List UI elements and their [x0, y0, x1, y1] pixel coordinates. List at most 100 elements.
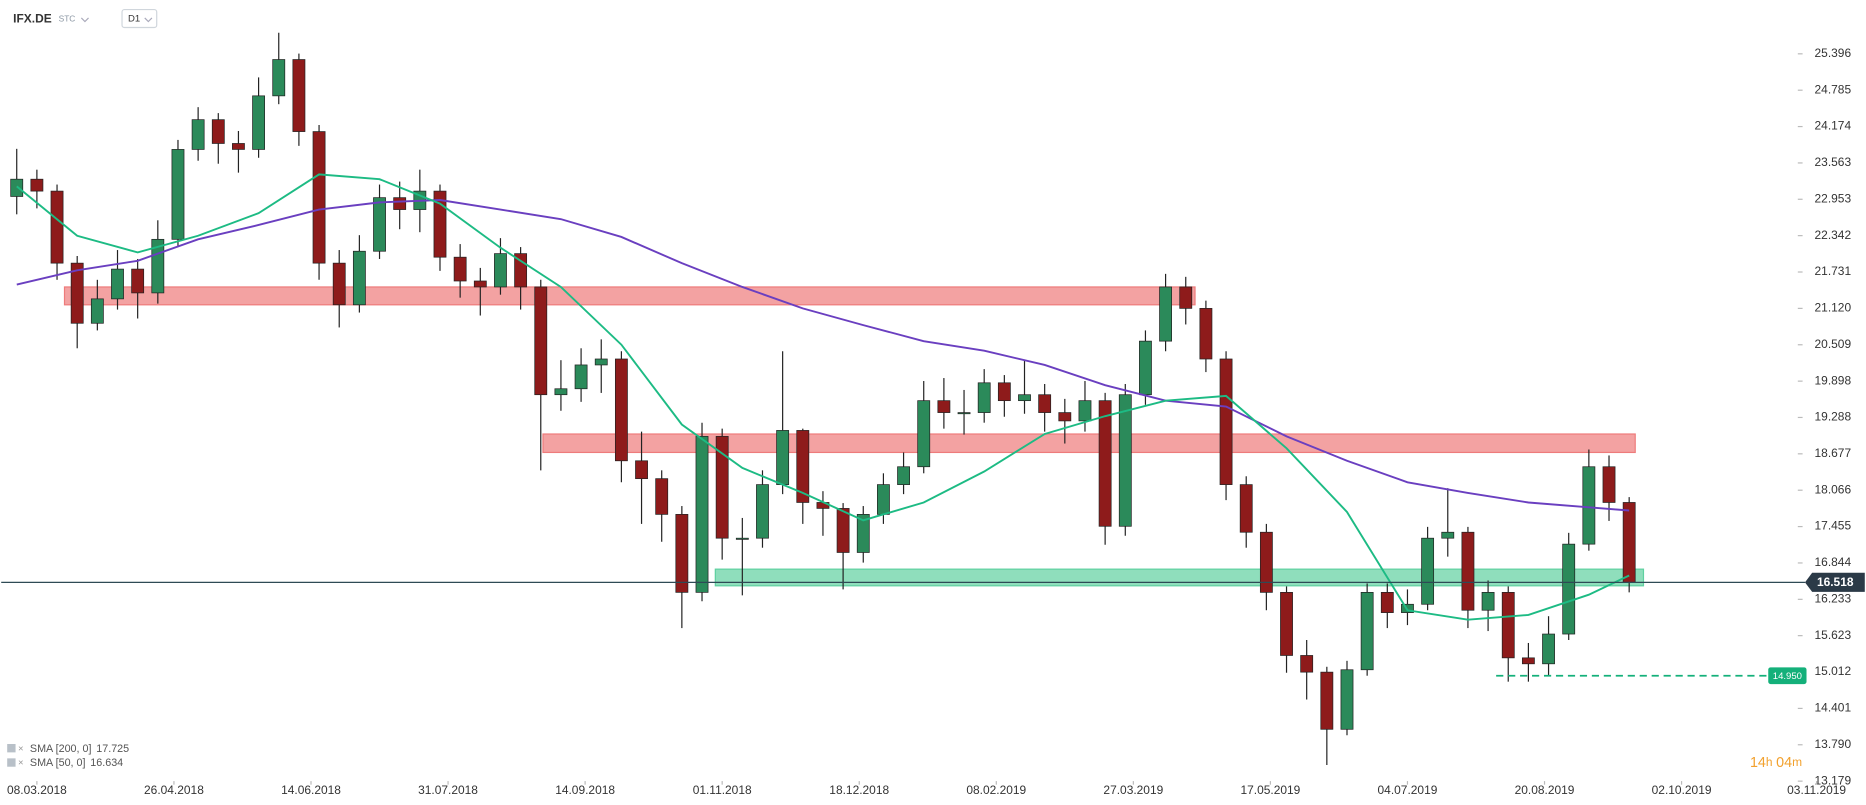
- candle-body: [131, 268, 145, 294]
- last-price-tag: [1804, 572, 1865, 592]
- x-tick-label: 04.07.2019: [1378, 783, 1438, 797]
- y-tick-label: 21.120: [1815, 301, 1852, 315]
- x-tick-label: 18.12.2018: [829, 783, 889, 797]
- legend-entry: SMA [50, 0] 16.634: [30, 757, 123, 769]
- candle-body: [1098, 400, 1112, 527]
- candle-body: [111, 268, 124, 300]
- y-tick-label: 19.288: [1815, 410, 1852, 424]
- candle-body: [191, 119, 205, 150]
- legend-value: 17.725: [96, 743, 129, 755]
- candle-body: [735, 537, 749, 540]
- toolbar: IFX.DE STC D1: [13, 8, 158, 29]
- candle-body: [30, 178, 44, 192]
- candle-body: [312, 131, 326, 264]
- legend-icon: [7, 743, 16, 753]
- candle-body: [715, 436, 729, 539]
- y-tick-label: 18.066: [1815, 482, 1852, 496]
- y-tick-label: 19.898: [1815, 373, 1852, 387]
- x-tick-label: 01.11.2018: [693, 783, 752, 797]
- candle-body: [897, 466, 910, 485]
- candle-body: [373, 197, 386, 252]
- candle-body: [352, 250, 366, 306]
- candle-body: [836, 508, 850, 553]
- candle-body: [211, 119, 225, 144]
- candle-body: [695, 436, 709, 593]
- symbol: IFX.DE: [13, 11, 52, 25]
- candle-body: [332, 262, 346, 306]
- y-tick-label: 21.731: [1815, 264, 1852, 278]
- legend-value: 16.634: [90, 757, 123, 769]
- x-tick-label: 14.06.2018: [281, 783, 341, 797]
- zone: [714, 568, 1645, 587]
- interval-box[interactable]: [121, 8, 158, 29]
- candle-body: [614, 358, 628, 462]
- y-tick-label: 25.396: [1815, 46, 1852, 60]
- candle-body: [756, 484, 769, 539]
- x-tick-label: 31.07.2018: [418, 783, 478, 797]
- candle-body: [1139, 340, 1152, 396]
- legend-icon: [7, 758, 16, 767]
- y-tick-label: 15.012: [1815, 664, 1852, 678]
- account-selector[interactable]: STC: [59, 13, 76, 23]
- alert-tag: [1768, 667, 1807, 685]
- candle-body: [1159, 286, 1173, 342]
- candle-body: [1542, 633, 1555, 665]
- sma-line: [16, 199, 1630, 512]
- caret: [80, 17, 89, 23]
- x-tick-label: 20.08.2019: [1515, 783, 1575, 797]
- candle-body: [776, 430, 790, 485]
- sma-line: [16, 173, 1630, 621]
- candle-body: [1239, 484, 1253, 533]
- candle-body: [1259, 531, 1273, 593]
- candle-body: [796, 430, 810, 503]
- x-tick-label: 17.05.2019: [1240, 783, 1300, 797]
- candle-body: [1562, 543, 1576, 635]
- candle-body: [917, 400, 931, 468]
- candle-body: [594, 358, 608, 366]
- zone: [63, 286, 1196, 306]
- candle-body: [1018, 394, 1031, 402]
- y-tick-label: 15.623: [1815, 628, 1852, 642]
- candle-body: [1199, 308, 1213, 360]
- y-tick-label: 22.953: [1815, 191, 1852, 205]
- candle-body: [1118, 394, 1132, 527]
- candle-body: [393, 197, 407, 210]
- x-tick-label: 08.02.2019: [966, 783, 1026, 797]
- candle-body: [977, 382, 991, 413]
- candle-body: [1421, 537, 1435, 605]
- candle-body: [1521, 657, 1535, 665]
- candle-body: [997, 382, 1011, 402]
- candle-body: [1461, 531, 1475, 611]
- y-tick-label: 13.790: [1815, 737, 1852, 751]
- candle-body: [10, 178, 24, 197]
- candle-body: [1038, 394, 1052, 413]
- legend-name: SMA [50, 0]: [30, 757, 86, 769]
- y-tick-label: 20.509: [1815, 337, 1852, 351]
- candle-body: [554, 388, 568, 396]
- y-tick-label: 22.342: [1815, 228, 1852, 242]
- y-tick-label: 24.174: [1815, 119, 1852, 133]
- candle-body: [1340, 669, 1354, 730]
- candle-body: [1078, 400, 1092, 422]
- candle-body: [574, 364, 588, 390]
- candle-body: [252, 95, 266, 150]
- candle-body: [1481, 592, 1495, 611]
- y-tick-label: 17.455: [1815, 519, 1852, 533]
- zone: [542, 433, 1636, 454]
- x-tick-label: 14.09.2018: [555, 783, 615, 797]
- candle-body: [675, 514, 689, 593]
- caret: [144, 17, 153, 23]
- candle-body: [272, 59, 286, 97]
- candle-body: [877, 484, 890, 515]
- interval-selector[interactable]: D1: [128, 14, 140, 25]
- candle-body: [494, 253, 507, 288]
- candle-body: [232, 143, 245, 150]
- y-tick-label: 23.563: [1815, 155, 1852, 169]
- candle-body: [1501, 592, 1515, 659]
- candle-body: [957, 412, 971, 415]
- y-tick-label: 13.179: [1815, 773, 1852, 787]
- y-tick-label: 16.233: [1815, 591, 1852, 605]
- x-tick-label: 26.04.2018: [144, 783, 204, 797]
- candle-body: [655, 478, 669, 515]
- x-tick-label: 03.11.2019: [1787, 783, 1846, 797]
